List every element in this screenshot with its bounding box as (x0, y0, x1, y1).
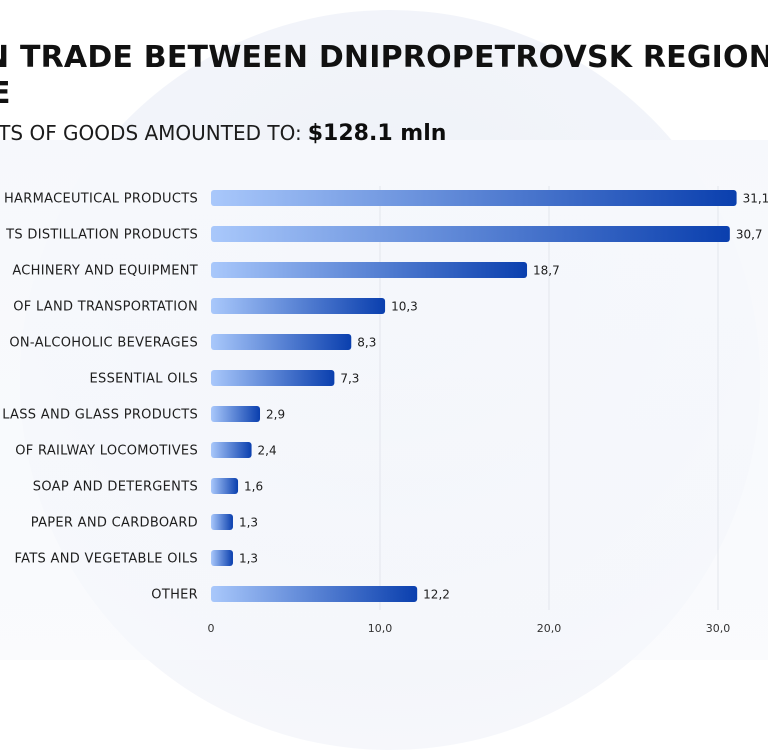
subtitle-label: ORTS OF GOODS AMOUNTED TO: (0, 121, 302, 145)
bar (211, 334, 352, 350)
x-tick-label: 20,0 (537, 622, 562, 635)
bar (211, 514, 233, 530)
category-label: FATS AND VEGETABLE OILS (15, 552, 198, 567)
x-tick-label: 30,0 (706, 622, 731, 635)
category-label: OF RAILWAY LOCOMOTIVES (15, 444, 198, 459)
bar (211, 262, 528, 278)
bar (211, 226, 730, 242)
x-tick-label: 10,0 (368, 622, 393, 635)
x-tick-label: 0 (208, 622, 215, 635)
bar (211, 370, 335, 386)
horizontal-bar-chart: HARMACEUTICAL PRODUCTS 31,1 TS DISTILLATIO… (2, 186, 768, 635)
bar (211, 190, 737, 206)
subtitle: ORTS OF GOODS AMOUNTED TO: $128.1 mln (0, 121, 446, 146)
bar (211, 478, 239, 494)
value-label: 1,6 (244, 480, 263, 494)
bar (211, 442, 252, 458)
category-label: SOAP AND DETERGENTS (33, 480, 198, 495)
value-label: 18,7 (533, 264, 560, 278)
category-label: PAPER AND CARDBOARD (31, 516, 198, 531)
chart-title-line-2: E (0, 76, 11, 111)
value-label: 2,9 (266, 408, 285, 422)
category-label: TS DISTILLATION PRODUCTS (5, 228, 198, 243)
bar (211, 298, 386, 314)
value-label: 7,3 (340, 372, 359, 386)
value-label: 10,3 (391, 300, 418, 314)
value-label: 31,1 (743, 192, 768, 206)
category-label: ESSENTIAL OILS (90, 372, 198, 387)
value-label: 8,3 (357, 336, 376, 350)
value-label: 2,4 (258, 444, 277, 458)
category-label: LASS AND GLASS PRODUCTS (2, 408, 198, 423)
subtitle-total-value: $128.1 mln (307, 121, 447, 146)
bar (211, 406, 261, 422)
chart-title-line-1: N TRADE BETWEEN DNIPROPETROVSK REGION (0, 40, 768, 75)
value-label: 30,7 (736, 228, 763, 242)
bar (211, 586, 418, 602)
category-label: ACHINERY AND EQUIPMENT (12, 264, 198, 279)
category-label: OTHER (151, 588, 198, 603)
category-label: OF LAND TRANSPORTATION (13, 300, 198, 315)
bar (211, 550, 233, 566)
value-label: 1,3 (239, 516, 258, 530)
category-label: ON-ALCOHOLIC BEVERAGES (9, 336, 198, 351)
category-label: HARMACEUTICAL PRODUCTS (4, 192, 198, 207)
value-label: 1,3 (239, 552, 258, 566)
value-label: 12,2 (423, 588, 450, 602)
